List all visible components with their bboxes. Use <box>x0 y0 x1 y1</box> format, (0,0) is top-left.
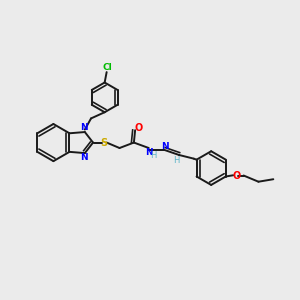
Text: Cl: Cl <box>102 63 112 72</box>
Text: O: O <box>232 170 240 181</box>
Text: N: N <box>146 148 153 157</box>
Text: N: N <box>80 153 88 162</box>
Text: H: H <box>173 156 180 165</box>
Text: S: S <box>100 138 108 148</box>
Text: O: O <box>135 123 143 133</box>
Text: N: N <box>80 123 88 132</box>
Text: N: N <box>161 142 169 151</box>
Text: H: H <box>150 151 156 160</box>
